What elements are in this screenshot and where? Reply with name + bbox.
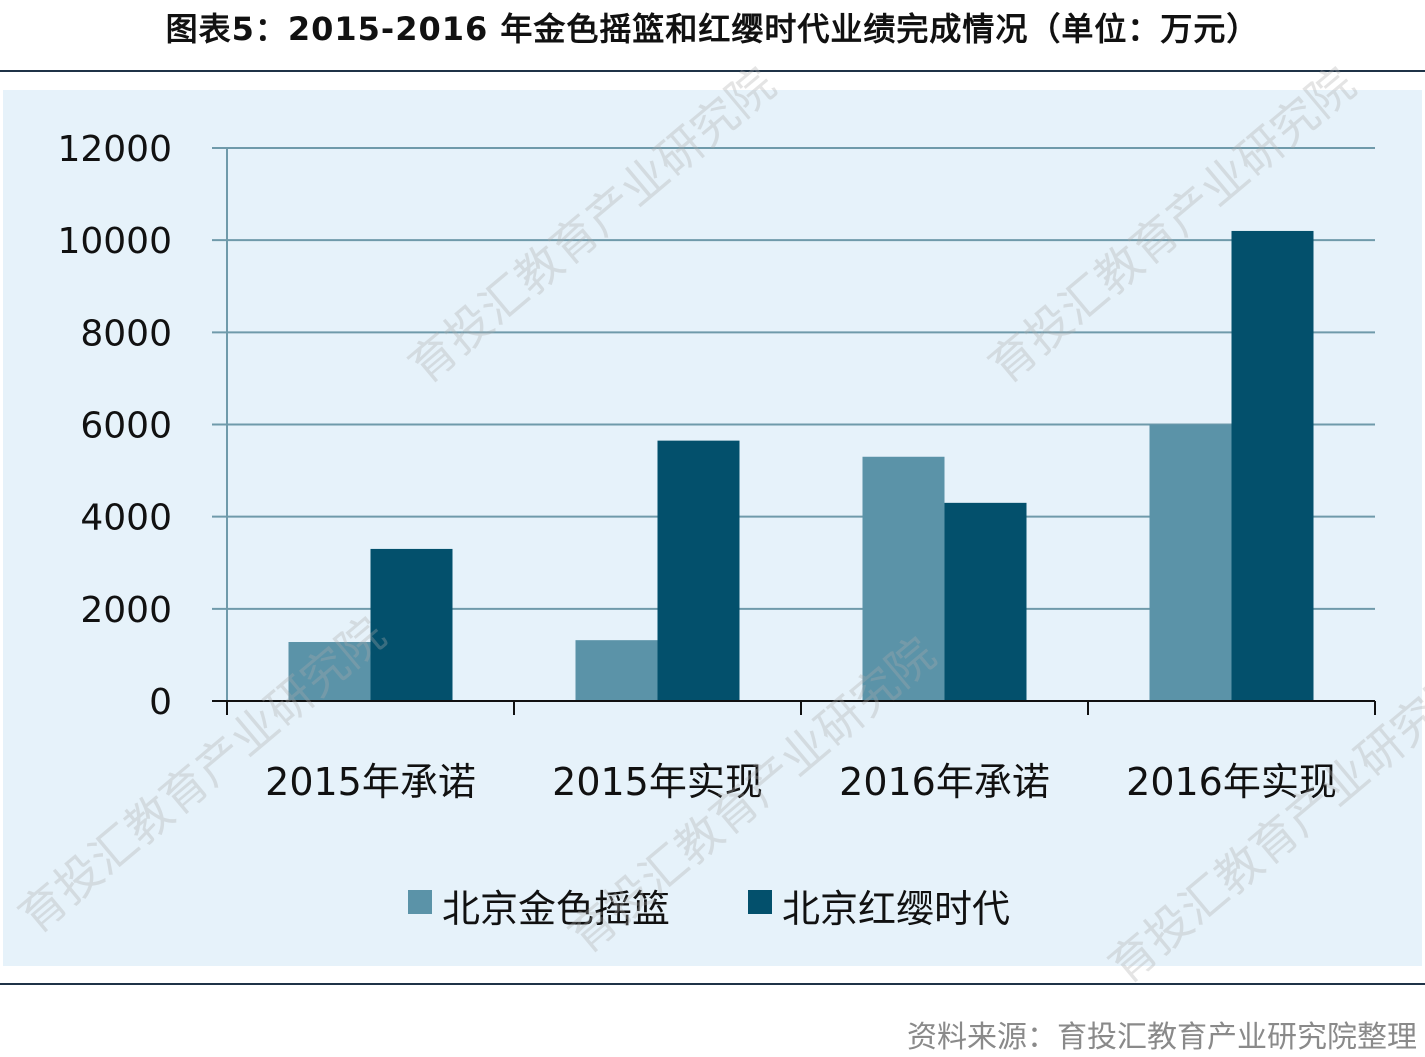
- y-tick-label: 6000: [80, 406, 172, 447]
- legend: 北京金色摇篮 北京红缨时代: [408, 887, 1010, 931]
- bars: [288, 230, 1314, 701]
- bar-series1: [288, 642, 371, 701]
- legend-label: 北京红缨时代: [782, 887, 1010, 931]
- legend-swatch: [748, 890, 772, 914]
- category-labels: 2015年承诺 2015年实现 2016年承诺 2016年实现: [265, 760, 1337, 804]
- bar-series2: [944, 502, 1027, 701]
- y-tick-label: 0: [149, 682, 172, 723]
- legend-label: 北京金色摇篮: [442, 887, 670, 931]
- bar-series2: [657, 440, 740, 701]
- category-label: 2015年实现: [552, 760, 763, 804]
- bar-series2: [370, 548, 453, 701]
- source-note: 资料来源：育投汇教育产业研究院整理: [907, 1020, 1417, 1055]
- category-label: 2015年承诺: [265, 760, 476, 804]
- bar-series2: [1231, 230, 1314, 701]
- x-axis: [212, 700, 1376, 715]
- category-label: 2016年承诺: [839, 760, 1050, 804]
- bar-series1: [575, 640, 658, 701]
- bottom-rule: [0, 983, 1425, 985]
- bar-series1: [862, 456, 945, 701]
- y-tick-label: 2000: [80, 590, 172, 631]
- y-tick-labels: 0 2000 4000 6000 8000 10000 12000: [57, 129, 172, 723]
- y-tick-label: 10000: [57, 221, 172, 262]
- chart-title: 图表5：2015-2016 年金色摇篮和红缨时代业绩完成情况（单位：万元）: [165, 10, 1260, 48]
- y-tick-label: 8000: [80, 313, 172, 354]
- bar-series1: [1149, 424, 1232, 701]
- top-rule: [0, 70, 1425, 72]
- category-label: 2016年实现: [1126, 760, 1337, 804]
- y-tick-label: 12000: [57, 129, 172, 170]
- legend-swatch: [408, 890, 432, 914]
- y-tick-label: 4000: [80, 498, 172, 539]
